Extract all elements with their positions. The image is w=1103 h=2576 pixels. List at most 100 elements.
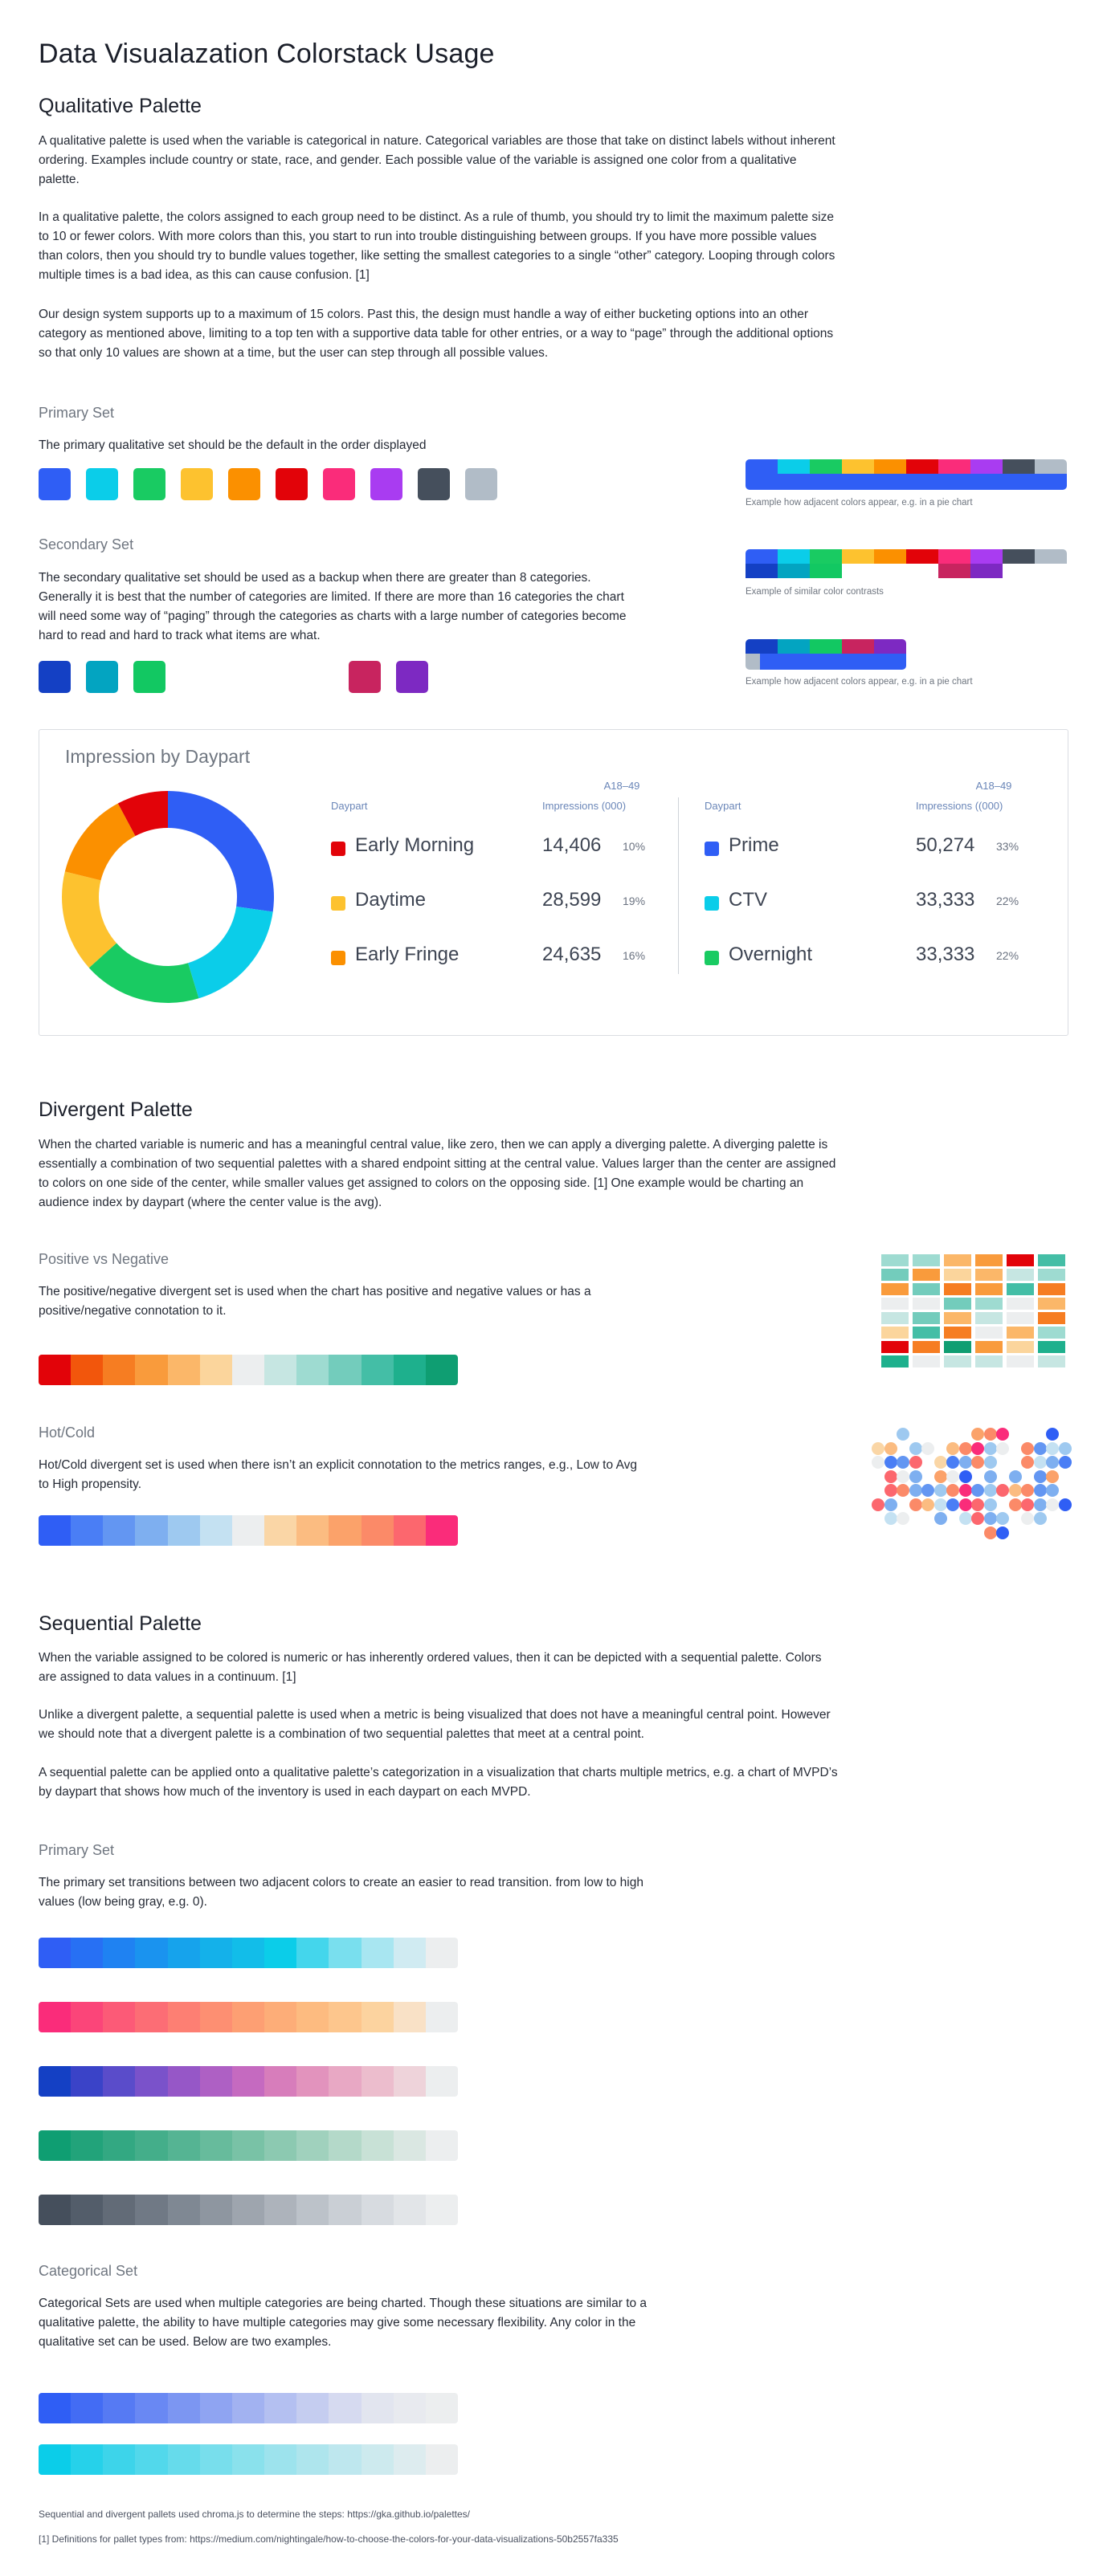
strip-step (167, 1515, 200, 1546)
hotcold-dot (946, 1498, 959, 1511)
impressions-percent: 19% (623, 895, 646, 907)
strip-step (71, 1938, 104, 1968)
strip-step (264, 2444, 297, 2475)
strip-step (264, 2195, 297, 2225)
heatmap-cell (1007, 1341, 1034, 1353)
strip-step (103, 2393, 136, 2423)
example-segment (874, 639, 906, 654)
strip-step (103, 2002, 136, 2032)
hotcold-color-strip (39, 1515, 458, 1546)
strip-step (296, 2195, 329, 2225)
example-segment (810, 459, 842, 474)
example-segment (906, 564, 938, 578)
heatmap-cell (975, 1327, 1003, 1339)
sequential-primary-strip (39, 2195, 458, 2225)
table-divider (678, 797, 679, 974)
secondary-swatch (39, 661, 71, 693)
hotcold-dot (1021, 1512, 1034, 1525)
hotcold-dot (933, 1484, 947, 1497)
footer-chroma-note: Sequential and divergent pallets used ch… (39, 2509, 470, 2520)
impressions-value: 33,333 (916, 944, 975, 965)
strip-step (393, 1938, 426, 1968)
secondary-swatch (133, 661, 165, 693)
hotcold-dot (971, 1484, 984, 1497)
heatmap-cell (944, 1298, 971, 1310)
strip-step (425, 2066, 458, 2097)
example-segment (1003, 549, 1035, 564)
example-segment (970, 564, 1003, 578)
left-col-daypart-header: Daypart (331, 800, 368, 812)
strip-step (199, 2066, 232, 2097)
secondary-swatch (396, 661, 428, 693)
heatmap-cell (944, 1341, 971, 1353)
hotcold-dot (1046, 1484, 1059, 1497)
similar-contrast-example-bottom (746, 564, 1067, 578)
primary-adjacent-example-top (746, 459, 1067, 474)
hotcold-dot (933, 1469, 947, 1483)
example-segment (810, 549, 842, 564)
strip-step (199, 2130, 232, 2161)
heatmap-cell (913, 1254, 940, 1266)
example-segment (970, 459, 1003, 474)
strip-step (264, 2393, 297, 2423)
strip-step (199, 2444, 232, 2475)
daypart-label: Daytime (355, 889, 427, 911)
strip-step (329, 2195, 362, 2225)
strip-step (167, 2002, 200, 2032)
hotcold-dot (1033, 1498, 1047, 1511)
heatmap-cell (1038, 1269, 1065, 1281)
hotcold-dot (946, 1441, 959, 1455)
categorical-text: Categorical Sets are used when multiple … (39, 2297, 648, 2349)
strip-step (393, 2066, 426, 2097)
strip-step (39, 2066, 71, 2097)
hotcold-dot (983, 1498, 997, 1511)
primary-swatch (228, 468, 260, 500)
categorical-strip (39, 2393, 458, 2423)
strip-step (329, 1938, 362, 1968)
strip-step (393, 2195, 426, 2225)
hotcold-dot (996, 1441, 1009, 1455)
legend-swatch (705, 951, 719, 965)
primary-swatch (181, 468, 213, 500)
hotcold-dot (983, 1428, 997, 1441)
strip-step (199, 1515, 232, 1546)
strip-step (199, 1355, 232, 1385)
strip-step (135, 1938, 168, 1968)
impressions-percent: 22% (996, 895, 1019, 907)
primary-set-text: The primary qualitative set should be th… (39, 438, 427, 452)
donut-slice-early-morning (117, 791, 168, 837)
strip-step (103, 2444, 136, 2475)
hotcold-dot (1021, 1498, 1034, 1511)
strip-step (296, 1355, 329, 1385)
strip-step (393, 2444, 426, 2475)
heatmap-cell (881, 1269, 909, 1281)
donut-slice-early-fringe (64, 803, 136, 881)
heatmap-cell (944, 1312, 971, 1324)
heatmap-cell (1038, 1355, 1065, 1367)
hotcold-dot (1021, 1441, 1034, 1455)
hotcold-dot (909, 1441, 922, 1455)
strip-step (71, 1515, 104, 1546)
strip-step (135, 1515, 168, 1546)
heatmap-cell (975, 1254, 1003, 1266)
strip-step (39, 1938, 71, 1968)
categorical-strip (39, 2444, 458, 2475)
heatmap-cell (975, 1312, 1003, 1324)
strip-step (425, 2444, 458, 2475)
strip-step (264, 1355, 297, 1385)
strip-step (393, 2130, 426, 2161)
strip-step (135, 2066, 168, 2097)
example-segment (1035, 564, 1067, 578)
hotcold-dot (983, 1441, 997, 1455)
strip-step (393, 1355, 426, 1385)
qualitative-paragraph-3: Our design system supports up to a maxim… (39, 308, 834, 360)
hotcold-dot (1021, 1456, 1034, 1469)
hotcold-dot (1058, 1456, 1072, 1469)
sequential-primary-strip (39, 2002, 458, 2032)
strip-step (425, 1938, 458, 1968)
hotcold-text: Hot/Cold divergent set is used when ther… (39, 1458, 637, 1491)
primary-adjacent-example-bottom (746, 474, 1067, 490)
strip-step (296, 2066, 329, 2097)
example-segment (906, 549, 938, 564)
example-segment (810, 639, 842, 654)
